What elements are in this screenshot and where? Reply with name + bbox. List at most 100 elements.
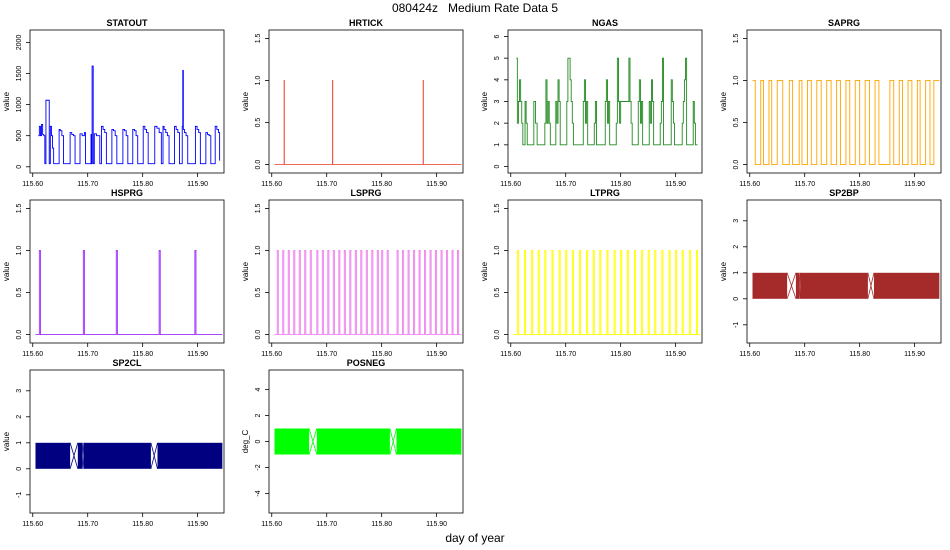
band-segment (800, 272, 868, 299)
chart-panel-posneg: POSNEG deg_C -4 -2 0 2 4 115.60 115.70 115.80 115.… (241, 358, 464, 528)
y-tick-label: 0 (16, 467, 23, 471)
data-region (513, 250, 701, 336)
y-tick-label: 0.5 (255, 118, 262, 128)
chart-panel-ngas: NGAS value 0 1 2 3 4 5 6 115.60 115.70 115.80 115.90 (480, 18, 703, 188)
y-tick-label: 0.5 (494, 288, 501, 298)
panel-title: LTPRG (590, 188, 620, 198)
panel-frame (746, 199, 942, 344)
panel-title: SAPRG (828, 18, 860, 28)
x-tick-label: 115.60 (261, 351, 282, 358)
y-tick-label: 1 (733, 271, 740, 275)
y-tick-label: 3 (733, 219, 740, 223)
x-tick-label: 115.70 (555, 351, 576, 358)
x-tick-label: 115.60 (22, 181, 43, 188)
x-tick-label: 115.80 (849, 181, 870, 188)
y-tick-label: 1000 (16, 97, 23, 113)
band-connector (389, 428, 397, 455)
y-tick-label: 1.5 (733, 33, 740, 43)
x-tick-label: 115.60 (500, 351, 521, 358)
y-tick-label: 2 (494, 121, 501, 125)
x-tick-label: 115.80 (610, 181, 631, 188)
chart-panel-saprg: SAPRG value 0.0 0.5 1.0 1.5 115.60 115.70 115.80… (719, 18, 942, 188)
y-tick-label: -4 (255, 490, 262, 496)
panel-frame (268, 369, 464, 514)
y-tick-label: 3 (494, 99, 501, 103)
chart-panel-hsprg: HSPRG value 0.0 0.5 1.0 1.5 115.60 115.70 115.80… (2, 188, 225, 358)
panel-title: SP2CL (112, 358, 142, 368)
panel-frame (29, 29, 225, 174)
band-connector (69, 442, 79, 469)
data-region (752, 80, 940, 166)
x-tick-label: 115.70 (77, 521, 98, 528)
y-tick-label: 0 (255, 439, 262, 443)
data-region (516, 57, 698, 146)
data-region (274, 428, 462, 455)
band-segment (77, 442, 83, 469)
y-tick-label: 0.0 (16, 330, 23, 340)
y-tick-label: 0 (16, 165, 23, 169)
chart-panel-lsprg: LSPRG value 0.0 0.5 1.0 1.5 115.60 115.70 115.80… (241, 188, 464, 358)
x-tick-label: 115.80 (132, 351, 153, 358)
y-tick-label: 0.0 (494, 330, 501, 340)
band-connector (798, 272, 801, 299)
data-region (274, 250, 462, 336)
band-segment (274, 428, 310, 455)
y-axis-label: value (2, 431, 11, 451)
x-tick-label: 115.70 (794, 181, 815, 188)
x-tick-label: 115.90 (187, 351, 208, 358)
x-tick-label: 115.80 (371, 181, 392, 188)
x-tick-label: 115.70 (794, 351, 815, 358)
panel-title: HRTICK (349, 18, 383, 28)
x-tick-label: 115.60 (500, 181, 521, 188)
data-region (38, 65, 221, 165)
y-tick-label: 0 (733, 297, 740, 301)
y-tick-label: 3 (16, 389, 23, 393)
y-tick-label: 1.0 (255, 75, 262, 85)
x-tick-label: 115.70 (555, 181, 576, 188)
x-tick-label: 115.90 (426, 181, 447, 188)
band-segment (795, 272, 800, 299)
series-line (35, 250, 223, 336)
series-line (752, 80, 940, 166)
band-segment (83, 442, 151, 469)
x-tick-label: 115.80 (371, 351, 392, 358)
band-segment (157, 442, 223, 469)
y-tick-label: 6 (494, 34, 501, 38)
x-tick-label: 115.90 (187, 521, 208, 528)
y-tick-label: 500 (16, 130, 23, 142)
y-tick-label: 1.0 (494, 245, 501, 255)
x-tick-label: 115.60 (739, 181, 760, 188)
x-tick-label: 115.90 (187, 181, 208, 188)
series-line (38, 65, 221, 165)
y-tick-label: 0.0 (733, 160, 740, 170)
x-tick-label: 115.80 (132, 521, 153, 528)
y-tick-label: 1 (16, 441, 23, 445)
y-tick-label: 1.0 (16, 245, 23, 255)
panel-title: STATOUT (107, 18, 148, 28)
panel-frame (268, 199, 464, 344)
y-axis-label: value (480, 91, 489, 111)
x-tick-label: 115.70 (316, 521, 337, 528)
y-axis-label: value (719, 261, 728, 281)
y-tick-label: -1 (16, 492, 23, 498)
band-segment (316, 428, 390, 455)
x-tick-label: 115.90 (665, 181, 686, 188)
x-tick-label: 115.90 (904, 181, 925, 188)
figure-title: 080424z Medium Rate Data 5 (391, 1, 559, 15)
chart-panel-sp2bp: SP2BP value -1 0 1 2 3 115.60 115.70 115.80 115.90 (719, 188, 942, 358)
x-tick-label: 115.90 (665, 351, 686, 358)
y-tick-label: 0.5 (16, 288, 23, 298)
panel-frame (268, 29, 464, 174)
band-connector (81, 442, 85, 469)
y-axis-label: value (480, 261, 489, 281)
y-axis-label: deg_C (241, 429, 250, 453)
x-tick-label: 115.80 (371, 521, 392, 528)
y-tick-label: 2 (733, 245, 740, 249)
y-tick-label: 1.5 (255, 33, 262, 43)
y-tick-label: 1.0 (733, 75, 740, 85)
panel-frame (507, 29, 703, 174)
data-region (35, 250, 223, 336)
panel-frame (29, 369, 225, 514)
y-axis-label: value (2, 91, 11, 111)
